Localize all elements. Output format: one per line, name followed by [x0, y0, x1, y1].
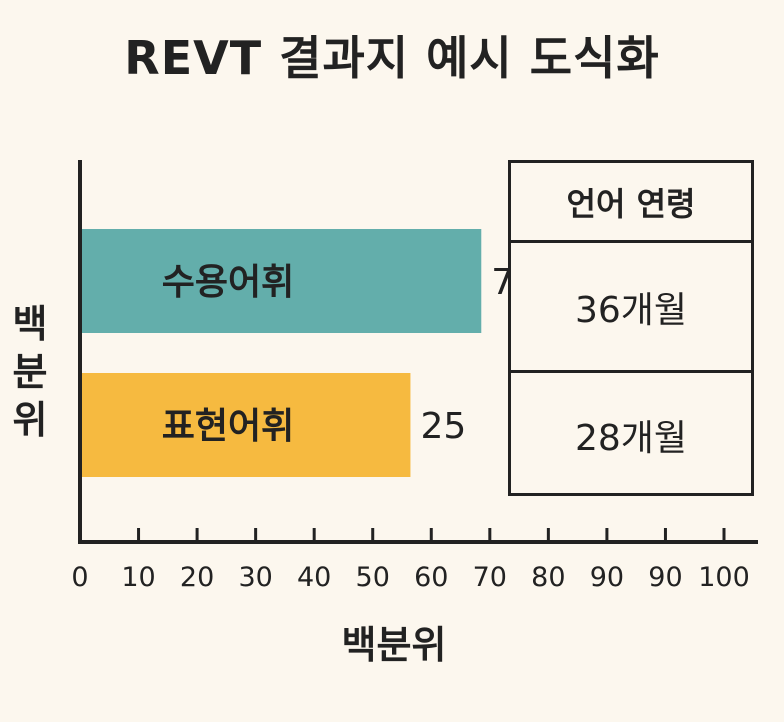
- x-tick-label: 0: [71, 562, 88, 593]
- table-header: 언어 연령: [511, 163, 751, 243]
- bar-category-label: 수용어휘: [162, 262, 294, 303]
- x-tick-label: 100: [698, 562, 750, 593]
- x-tick-label: 20: [180, 562, 214, 593]
- x-tick-label: 40: [297, 562, 331, 593]
- table-row-receptive: 36개월: [574, 289, 688, 331]
- y-axis-label-char: 백: [12, 302, 48, 346]
- x-tick-label: 30: [238, 562, 272, 593]
- bar-category-label: 표현어휘: [162, 406, 294, 447]
- table-row-expressive: 28개월: [511, 370, 751, 497]
- y-axis-label-char: 분: [12, 350, 48, 394]
- x-tick-label: 70: [473, 562, 507, 593]
- x-tick-label: 50: [356, 562, 390, 593]
- x-axis-label: 백분위: [341, 623, 447, 667]
- x-tick-label: 10: [121, 562, 155, 593]
- y-axis-label-char: 위: [12, 398, 48, 442]
- chart-title: REVT 결과지 예시 도식화: [124, 31, 660, 85]
- x-tick-label: 60: [414, 562, 448, 593]
- x-tick-label: 80: [531, 562, 565, 593]
- bar-data-label: 25: [420, 406, 466, 447]
- x-tick-label: 90: [590, 562, 624, 593]
- x-tick-label: 90: [648, 562, 682, 593]
- bar: [82, 229, 482, 333]
- bar: [82, 373, 411, 477]
- language-age-table: 언어 연령 36개월 28개월: [508, 160, 754, 496]
